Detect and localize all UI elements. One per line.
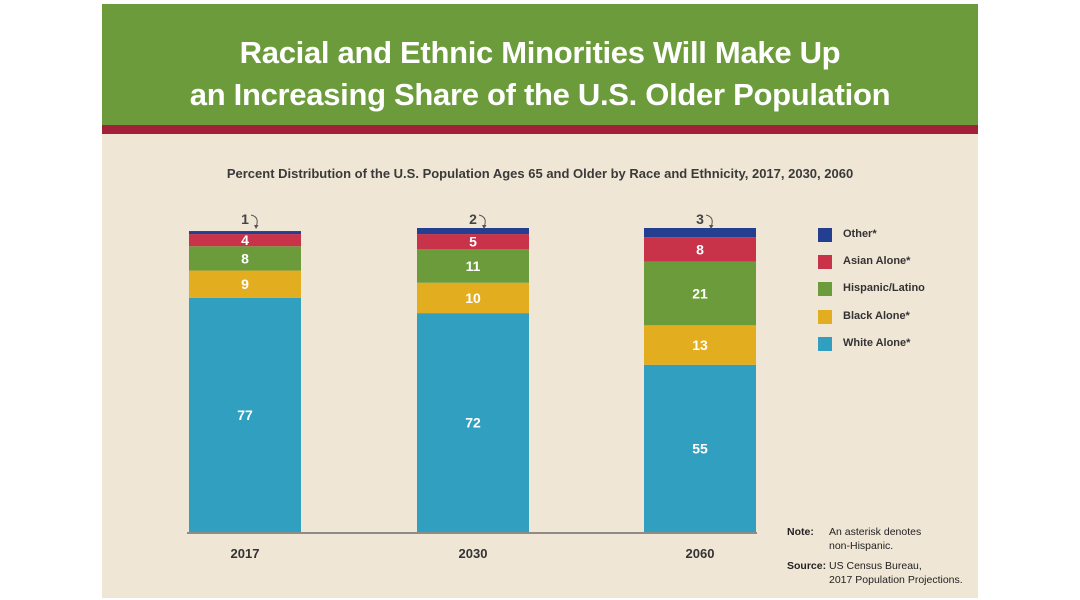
bar-segment-asian-alone-2017 xyxy=(189,234,301,247)
legend-label-other: Other* xyxy=(843,228,877,240)
source-text-line-2: 2017 Population Projections. xyxy=(829,574,963,586)
page-title: Racial and Ethnic Minorities Will Make U… xyxy=(102,32,978,116)
legend-item-asian-alone: Asian Alone* xyxy=(816,254,976,270)
header-stripe xyxy=(102,125,978,134)
data-label-white-alone-2017: 77 xyxy=(237,407,253,423)
data-label-other-2060: 3 xyxy=(696,211,704,227)
data-label-black-alone-2060: 13 xyxy=(692,337,708,353)
source-label: Source: xyxy=(787,560,827,572)
label-pointer-head-2017 xyxy=(254,225,259,229)
title-line-1: Racial and Ethnic Minorities Will Make U… xyxy=(239,35,841,70)
note-text: An asterisk denotes non-Hispanic. xyxy=(829,525,921,553)
note-text-line-2: non-Hispanic. xyxy=(829,540,894,552)
data-label-other-2030: 2 xyxy=(469,211,477,227)
data-label-white-alone-2030: 72 xyxy=(465,415,481,431)
bar-segment-white-alone-2030 xyxy=(417,313,529,532)
data-label-hispanic-latino-2017: 8 xyxy=(241,250,249,266)
legend-swatch-other xyxy=(818,228,832,242)
label-pointer-head-2030 xyxy=(482,225,487,229)
bar-segment-asian-alone-2060 xyxy=(644,237,756,262)
bar-segment-hispanic-latino-2030 xyxy=(417,249,529,283)
data-label-hispanic-latino-2030: 11 xyxy=(466,258,481,274)
legend-label-asian-alone: Asian Alone* xyxy=(843,255,911,267)
bar-segment-white-alone-2060 xyxy=(644,364,756,532)
data-label-hispanic-latino-2060: 21 xyxy=(692,285,708,301)
x-tick-label-2017: 2017 xyxy=(231,546,260,561)
legend-swatch-asian-alone xyxy=(818,255,832,269)
legend-label-black-alone: Black Alone* xyxy=(843,310,910,322)
bar-segment-other-2030 xyxy=(417,228,529,235)
title-line-2: an Increasing Share of the U.S. Older Po… xyxy=(189,77,891,112)
legend-item-other: Other* xyxy=(816,227,976,243)
legend-item-white-alone: White Alone* xyxy=(816,336,976,352)
x-tick-labels: 2017 2030 2060 xyxy=(231,546,715,561)
note-text-line-1: An asterisk denotes xyxy=(829,526,922,538)
data-label-asian-alone-2030: 5 xyxy=(469,234,477,250)
bar-segment-other-2017 xyxy=(189,231,301,235)
label-pointer-head-2060 xyxy=(709,225,714,229)
chart-title: Percent Distribution of the U.S. Populat… xyxy=(226,166,854,181)
legend-label-hispanic-latino: Hispanic/Latino xyxy=(843,282,925,294)
bar-segment-hispanic-latino-2017 xyxy=(189,246,301,271)
bars-layer: 77 9 8 4 1 72 10 11 5 2 55 13 21 8 3 xyxy=(189,211,756,532)
note-label: Note: xyxy=(787,526,814,538)
x-tick-label-2060: 2060 xyxy=(686,546,715,561)
bar-segment-other-2060 xyxy=(644,228,756,238)
legend-label-white-alone: White Alone* xyxy=(843,337,911,349)
data-label-black-alone-2030: 10 xyxy=(465,290,481,306)
legend-item-hispanic-latino: Hispanic/Latino xyxy=(816,281,976,297)
header-banner: Racial and Ethnic Minorities Will Make U… xyxy=(102,4,978,125)
bar-segment-black-alone-2030 xyxy=(417,282,529,314)
bar-segment-white-alone-2017 xyxy=(189,297,301,532)
legend-item-black-alone: Black Alone* xyxy=(816,309,976,325)
source-text: US Census Bureau, 2017 Population Projec… xyxy=(829,559,963,587)
legend-swatch-black-alone xyxy=(818,310,832,324)
data-label-other-2017: 1 xyxy=(241,211,249,227)
data-label-black-alone-2017: 9 xyxy=(241,276,249,292)
x-tick-label-2030: 2030 xyxy=(459,546,488,561)
legend-swatch-hispanic-latino xyxy=(818,282,832,296)
data-label-asian-alone-2017: 4 xyxy=(241,232,249,248)
bar-segment-hispanic-latino-2060 xyxy=(644,261,756,326)
source-text-line-1: US Census Bureau, xyxy=(829,560,922,572)
bar-segment-black-alone-2060 xyxy=(644,325,756,365)
legend-swatch-white-alone xyxy=(818,337,832,351)
data-label-white-alone-2060: 55 xyxy=(692,440,708,456)
data-label-asian-alone-2060: 8 xyxy=(696,241,704,257)
bar-segment-asian-alone-2030 xyxy=(417,234,529,250)
bar-segment-black-alone-2017 xyxy=(189,270,301,298)
